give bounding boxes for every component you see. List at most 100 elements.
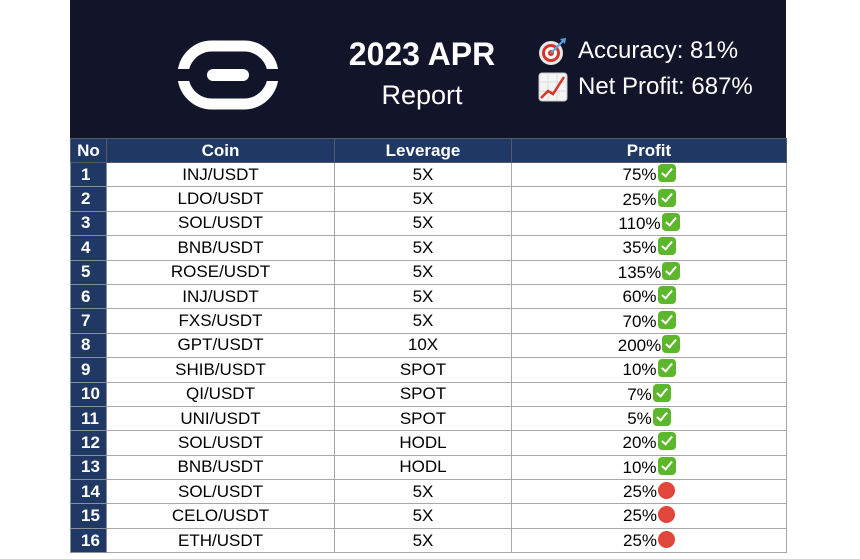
profit-value: 5% — [627, 409, 652, 429]
profit-cell: 5% — [511, 405, 787, 432]
row-number: 16 — [70, 527, 107, 554]
table-row: 8 GPT/USDT 10X 200% — [70, 332, 787, 359]
stop-sign-icon — [658, 530, 676, 548]
row-number: 4 — [70, 235, 107, 261]
check-mark-icon — [662, 334, 681, 353]
check-mark-icon — [652, 383, 671, 402]
column-header-profit: Profit — [511, 138, 787, 163]
leverage-cell: HODL — [334, 430, 512, 456]
profit-cell: 25% — [511, 479, 787, 505]
leverage-cell: 5X — [334, 527, 512, 554]
column-header-no: No — [70, 138, 107, 163]
report-banner: 2023 APR Report Accuracy: 81% N — [70, 0, 786, 138]
column-header-leverage: Leverage — [334, 138, 512, 163]
row-number: 10 — [70, 381, 107, 407]
coin-cell: GPT/USDT — [106, 332, 335, 359]
accuracy-text: Accuracy: 81% — [578, 37, 739, 64]
leverage-cell: 5X — [334, 479, 512, 505]
profit-cell: 7% — [511, 381, 787, 407]
row-number: 11 — [70, 405, 107, 432]
leverage-cell: 5X — [334, 503, 512, 529]
leverage-cell: 5X — [334, 161, 512, 188]
profit-value: 20% — [622, 433, 657, 453]
report-subtitle: Report — [381, 80, 463, 110]
coin-cell: ROSE/USDT — [106, 259, 335, 285]
check-mark-icon — [657, 188, 676, 207]
leverage-cell: 10X — [334, 332, 512, 359]
profit-value: 110% — [618, 213, 661, 233]
row-number: 13 — [70, 454, 107, 481]
table-row: 6 INJ/USDT 5X 60% — [70, 283, 787, 310]
table-header-row: No Coin Leverage Profit — [70, 138, 787, 163]
leverage-cell: 5X — [334, 259, 512, 285]
table-row: 4 BNB/USDT 5X 35% — [70, 235, 787, 261]
table-row: 12 SOL/USDT HODL 20% — [70, 430, 787, 456]
profit-cell: 10% — [511, 454, 787, 481]
leverage-cell: HODL — [334, 454, 512, 481]
row-number: 2 — [70, 186, 107, 212]
table-row: 15 CELO/USDT 5X 25% — [70, 503, 787, 529]
profit-value: 75% — [622, 165, 657, 185]
table-row: 3 SOL/USDT 5X 110% — [70, 210, 787, 237]
coin-cell: SHIB/USDT — [106, 357, 335, 383]
table-row: 11 UNI/USDT SPOT 5% — [70, 405, 787, 432]
check-mark-icon — [657, 164, 676, 183]
accuracy-stat: Accuracy: 81% — [538, 36, 738, 66]
profit-value: 25% — [622, 506, 658, 526]
check-mark-icon — [657, 310, 676, 329]
profit-cell: 10% — [511, 357, 787, 383]
table-row: 7 FXS/USDT 5X 70% — [70, 308, 787, 334]
profit-cell: 200% — [511, 332, 787, 359]
row-number: 1 — [70, 161, 107, 188]
profit-value: 7% — [627, 384, 652, 404]
coin-cell: FXS/USDT — [106, 308, 335, 334]
report-title: 2023 APR — [348, 36, 496, 72]
report-sheet: 2023 APR Report Accuracy: 81% N — [70, 0, 787, 559]
profit-cell: 110% — [511, 210, 787, 237]
row-number: 12 — [70, 430, 107, 456]
table-row: 16 ETH/USDT 5X 25% — [70, 527, 787, 554]
coin-cell: QI/USDT — [106, 381, 335, 407]
coin-cell: INJ/USDT — [106, 283, 335, 310]
profit-cell: 75% — [511, 161, 787, 188]
profit-value: 25% — [622, 189, 657, 209]
column-header-coin: Coin — [106, 138, 335, 163]
net-profit-text: Net Profit: 687% — [578, 73, 753, 100]
check-mark-icon — [661, 212, 680, 231]
logo-tab — [180, 126, 280, 138]
row-number: 6 — [70, 283, 107, 310]
coin-cell: UNI/USDT — [106, 405, 335, 432]
profit-cell: 60% — [511, 283, 787, 310]
profit-cell: 25% — [511, 527, 787, 554]
coin-cell: SOL/USDT — [106, 430, 335, 456]
stop-sign-icon — [658, 506, 676, 524]
profit-cell: 25% — [511, 186, 787, 212]
coin-cell: ETH/USDT — [106, 527, 335, 554]
row-number: 9 — [70, 357, 107, 383]
stop-sign-icon — [658, 481, 676, 499]
profit-cell: 25% — [511, 503, 787, 529]
chart-increasing-icon — [538, 72, 568, 102]
profit-value: 25% — [622, 530, 658, 550]
profit-cell: 70% — [511, 308, 787, 334]
coin-cell: SOL/USDT — [106, 210, 335, 237]
check-mark-icon — [657, 456, 676, 475]
coin-cell: BNB/USDT — [106, 454, 335, 481]
profit-value: 10% — [622, 457, 657, 477]
profit-cell: 35% — [511, 235, 787, 261]
check-mark-icon — [652, 408, 671, 427]
table-row: 5 ROSE/USDT 5X 135% — [70, 259, 787, 285]
table-row: 2 LDO/USDT 5X 25% — [70, 186, 787, 212]
coin-cell: LDO/USDT — [106, 186, 335, 212]
coin-cell: BNB/USDT — [106, 235, 335, 261]
check-mark-icon — [657, 286, 676, 305]
table-row: 9 SHIB/USDT SPOT 10% — [70, 357, 787, 383]
profit-cell: 135% — [511, 259, 787, 285]
profit-value: 25% — [622, 481, 658, 501]
leverage-cell: SPOT — [334, 405, 512, 432]
brand-logo-icon — [177, 40, 279, 110]
leverage-cell: 5X — [334, 210, 512, 237]
leverage-cell: 5X — [334, 308, 512, 334]
profit-value: 70% — [622, 311, 657, 331]
table-row: 14 SOL/USDT 5X 25% — [70, 479, 787, 505]
